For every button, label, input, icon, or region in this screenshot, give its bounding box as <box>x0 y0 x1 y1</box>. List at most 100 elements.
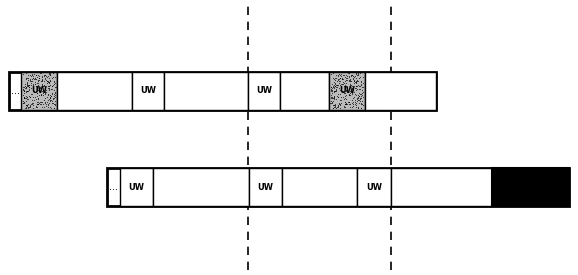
Point <box>339 104 349 108</box>
Point <box>25 78 35 82</box>
Point <box>18 84 28 89</box>
Point <box>48 99 57 103</box>
Point <box>353 72 362 76</box>
Point <box>352 101 361 105</box>
Point <box>44 84 53 88</box>
Point <box>334 103 343 107</box>
Point <box>36 71 45 75</box>
Point <box>40 73 50 78</box>
Point <box>34 88 43 93</box>
Point <box>344 93 353 97</box>
Point <box>39 73 49 77</box>
Bar <box>164 72 248 110</box>
Point <box>353 96 362 100</box>
Point <box>50 95 60 99</box>
Point <box>351 101 360 106</box>
Point <box>329 76 338 81</box>
Point <box>338 76 347 80</box>
Point <box>348 86 357 90</box>
Point <box>346 74 355 78</box>
Point <box>18 100 28 105</box>
Point <box>23 102 32 107</box>
Point <box>329 86 338 90</box>
Point <box>34 81 43 85</box>
Point <box>350 100 360 105</box>
Point <box>25 95 35 99</box>
Point <box>32 104 42 109</box>
Point <box>35 76 44 80</box>
Point <box>332 79 342 84</box>
Bar <box>153 168 249 206</box>
Bar <box>365 72 436 110</box>
Point <box>42 79 51 83</box>
Point <box>338 81 347 86</box>
Bar <box>492 168 569 206</box>
Point <box>335 101 344 106</box>
Point <box>42 78 51 83</box>
Point <box>330 84 339 88</box>
Point <box>24 87 33 91</box>
Point <box>333 103 342 108</box>
Point <box>47 87 56 92</box>
Point <box>340 102 349 106</box>
Point <box>38 89 47 93</box>
Point <box>24 83 34 87</box>
Point <box>348 73 357 78</box>
Point <box>330 103 339 108</box>
Point <box>43 74 53 78</box>
Point <box>49 96 58 100</box>
Point <box>28 97 37 102</box>
Point <box>348 76 357 81</box>
Point <box>28 101 38 106</box>
Point <box>348 73 357 77</box>
Point <box>35 100 45 104</box>
Point <box>35 89 45 94</box>
Point <box>29 76 39 81</box>
Point <box>35 86 44 90</box>
Point <box>351 80 361 84</box>
Text: UW: UW <box>366 183 382 191</box>
Point <box>356 96 365 100</box>
Point <box>45 86 54 91</box>
Point <box>350 92 360 96</box>
Bar <box>357 168 391 206</box>
Point <box>347 90 357 94</box>
Point <box>21 104 31 109</box>
Point <box>31 77 40 81</box>
Point <box>18 93 28 97</box>
Point <box>31 94 40 99</box>
Point <box>351 84 361 88</box>
Point <box>358 99 367 104</box>
Point <box>340 93 350 98</box>
Point <box>38 74 47 79</box>
Point <box>45 97 54 101</box>
Point <box>41 88 50 92</box>
Point <box>338 89 347 94</box>
Point <box>351 88 361 92</box>
Point <box>329 97 339 101</box>
Point <box>331 84 340 88</box>
Text: UW: UW <box>256 86 272 95</box>
Point <box>44 88 53 92</box>
Point <box>327 94 336 99</box>
Point <box>354 106 363 111</box>
Point <box>344 79 353 83</box>
Point <box>351 93 360 97</box>
Point <box>353 95 362 100</box>
Point <box>32 91 42 95</box>
Point <box>27 78 36 83</box>
Point <box>41 85 50 90</box>
Point <box>350 80 360 84</box>
Point <box>358 103 367 107</box>
Point <box>51 85 61 89</box>
Point <box>47 90 56 95</box>
Point <box>31 73 40 77</box>
Point <box>22 85 31 89</box>
Point <box>345 76 354 81</box>
Point <box>21 106 30 111</box>
Point <box>329 95 338 100</box>
Point <box>36 93 46 97</box>
Point <box>349 90 358 94</box>
Point <box>43 101 53 106</box>
Point <box>38 92 47 97</box>
